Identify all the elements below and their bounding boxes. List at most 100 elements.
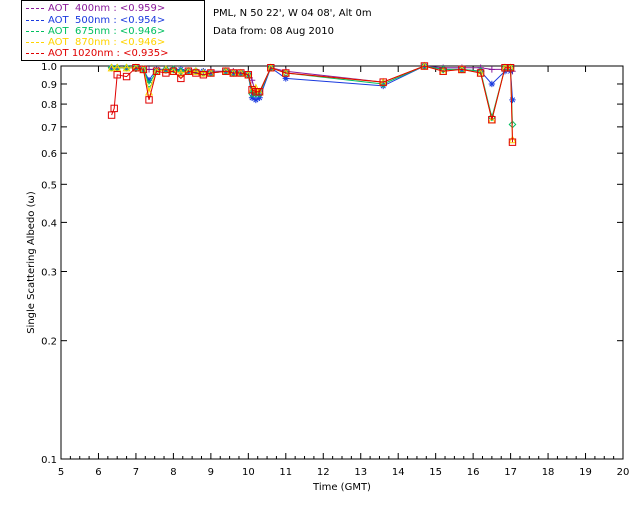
x-tick-label: 5 <box>58 467 64 478</box>
data-point <box>139 65 148 74</box>
data-point <box>107 63 116 72</box>
data-point <box>113 63 122 72</box>
data-point <box>192 69 200 77</box>
data-point <box>176 67 185 76</box>
data-point <box>476 69 485 77</box>
data-point <box>107 111 116 119</box>
x-tick-label: 13 <box>354 467 367 478</box>
data-point <box>113 71 121 79</box>
legend-item-675nm: AOT 675nm : <0.946> <box>26 26 165 38</box>
data-point <box>191 66 200 75</box>
y-tick-label: 0.5 <box>41 180 57 191</box>
legend-label-675nm: AOT 675nm : <0.946> <box>48 26 166 37</box>
data-point <box>132 64 140 72</box>
data-point <box>153 66 160 73</box>
data-point <box>251 83 260 92</box>
data-point <box>252 88 260 96</box>
legend-label-870nm: AOT 870nm : <0.946> <box>48 37 166 48</box>
data-point <box>122 63 131 72</box>
data-point <box>420 62 429 70</box>
y-tick-label: 0.8 <box>41 100 57 111</box>
legend-item-500nm: AOT 500nm : <0.954> <box>26 15 165 27</box>
data-point <box>222 67 230 75</box>
legend-item-400nm: AOT 400nm : <0.959> <box>26 3 165 15</box>
data-point <box>488 80 496 88</box>
data-point <box>145 96 153 104</box>
x-tick-label: 6 <box>95 467 101 478</box>
data-point <box>229 69 238 77</box>
y-tick-label: 0.9 <box>41 80 57 91</box>
x-tick-label: 14 <box>392 467 405 478</box>
legend-item-870nm: AOT 870nm : <0.946> <box>26 37 165 49</box>
data-point <box>199 71 208 79</box>
data-point <box>509 96 516 104</box>
y-tick-label: 0.6 <box>41 149 57 160</box>
data-point <box>488 116 496 124</box>
x-tick-label: 8 <box>170 467 176 478</box>
data-point <box>508 135 517 144</box>
x-tick-label: 19 <box>579 467 592 478</box>
data-point <box>267 64 275 72</box>
x-tick-label: 17 <box>504 467 517 478</box>
legend-label-1020nm: AOT 1020nm : <0.935> <box>48 48 169 59</box>
data-point <box>177 74 185 83</box>
x-axis-label: Time (GMT) <box>312 482 371 493</box>
data-point <box>237 69 245 77</box>
y-tick-label: 0.2 <box>41 337 57 348</box>
x-tick-label: 7 <box>133 467 139 478</box>
data-point <box>162 69 170 77</box>
x-tick-label: 20 <box>617 467 630 478</box>
data-point <box>244 71 253 79</box>
data-point <box>184 67 193 75</box>
date-info: Data from: 08 Aug 2010 <box>213 26 334 37</box>
legend-swatch-400nm <box>26 7 44 9</box>
site-info: PML, N 50 22', W 04 08', Alt 0m <box>213 8 372 19</box>
legend: AOT 400nm : <0.959> AOT 500nm : <0.954> … <box>21 0 205 61</box>
data-point <box>508 138 517 146</box>
x-tick-label: 11 <box>279 467 292 478</box>
data-point <box>110 104 118 113</box>
legend-swatch-870nm <box>26 41 44 43</box>
legend-swatch-500nm <box>26 19 44 21</box>
y-axis-label: Single Scattering Albedo (ω) <box>26 191 37 334</box>
data-point <box>282 69 290 77</box>
x-tick-label: 9 <box>208 467 214 478</box>
data-point <box>282 75 289 82</box>
data-point <box>248 86 256 94</box>
data-point <box>152 67 161 75</box>
data-point <box>439 67 447 75</box>
y-tick-label: 0.1 <box>41 455 57 466</box>
data-point <box>488 66 496 73</box>
data-point <box>255 88 264 96</box>
data-point <box>252 96 260 104</box>
x-tick-label: 10 <box>242 467 255 478</box>
y-tick-label: 0.3 <box>41 267 57 278</box>
y-tick-label: 0.4 <box>41 218 57 229</box>
legend-swatch-1020nm <box>26 52 44 54</box>
data-point <box>122 72 131 81</box>
x-tick-label: 15 <box>429 467 442 478</box>
x-tick-label: 18 <box>542 467 555 478</box>
plot-frame <box>60 65 624 460</box>
x-tick-label: 12 <box>317 467 330 478</box>
data-point <box>380 82 387 90</box>
data-point <box>199 68 208 77</box>
y-tick-label: 1.0 <box>41 62 57 73</box>
data-point <box>207 69 215 77</box>
y-tick-label: 0.7 <box>41 123 57 134</box>
data-point <box>176 68 185 77</box>
x-tick-label: 16 <box>467 467 480 478</box>
series-line-3 <box>111 65 513 140</box>
data-point <box>506 64 515 72</box>
legend-label-400nm: AOT 400nm : <0.959> <box>48 3 166 14</box>
data-point <box>256 94 263 102</box>
legend-label-500nm: AOT 500nm : <0.954> <box>48 15 166 26</box>
data-point <box>108 64 115 71</box>
data-point <box>169 67 178 75</box>
legend-item-1020nm: AOT 1020nm : <0.935> <box>26 48 168 60</box>
series-line-4 <box>111 65 513 143</box>
data-point <box>248 94 256 102</box>
data-point <box>379 78 387 86</box>
data-point <box>501 64 509 72</box>
